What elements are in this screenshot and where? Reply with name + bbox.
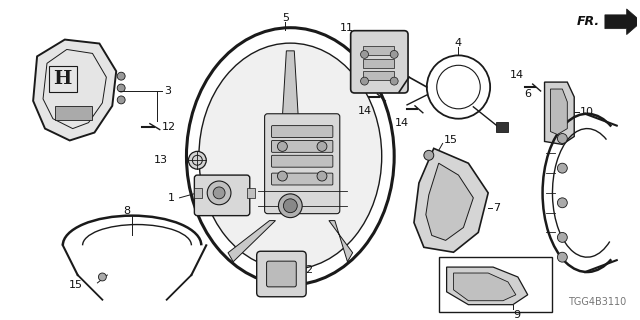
Bar — [247, 188, 255, 198]
Circle shape — [284, 199, 297, 213]
Circle shape — [390, 51, 398, 58]
Text: 6: 6 — [524, 89, 531, 99]
Polygon shape — [447, 267, 528, 305]
Circle shape — [317, 171, 327, 181]
Text: TGG4B3110: TGG4B3110 — [568, 297, 627, 307]
Polygon shape — [228, 220, 275, 262]
Polygon shape — [414, 148, 488, 252]
Circle shape — [317, 141, 327, 151]
Circle shape — [278, 194, 302, 218]
Bar — [49, 66, 77, 92]
Text: 14: 14 — [395, 118, 409, 128]
Text: 15: 15 — [68, 280, 83, 290]
Text: FR.: FR. — [577, 15, 600, 28]
FancyBboxPatch shape — [195, 175, 250, 216]
Polygon shape — [550, 89, 567, 134]
Circle shape — [188, 151, 206, 169]
Text: 5: 5 — [282, 13, 289, 23]
Bar — [496, 122, 508, 132]
Circle shape — [557, 133, 567, 143]
Bar — [55, 106, 93, 120]
FancyBboxPatch shape — [271, 155, 333, 167]
Text: 15: 15 — [444, 135, 458, 146]
Text: H: H — [54, 70, 72, 88]
Circle shape — [207, 181, 231, 205]
Circle shape — [557, 198, 567, 208]
Circle shape — [117, 96, 125, 104]
Text: 7: 7 — [493, 203, 500, 213]
Text: 10: 10 — [580, 107, 594, 117]
Polygon shape — [545, 82, 574, 144]
Text: 2: 2 — [305, 265, 312, 275]
Circle shape — [213, 187, 225, 199]
Bar — [362, 59, 394, 68]
Circle shape — [360, 77, 369, 85]
Bar — [438, 257, 552, 312]
Circle shape — [99, 273, 106, 281]
Text: 14: 14 — [510, 70, 524, 80]
Polygon shape — [454, 273, 516, 301]
Text: 3: 3 — [164, 86, 171, 96]
Polygon shape — [282, 51, 298, 117]
Text: 14: 14 — [358, 106, 372, 116]
Circle shape — [557, 163, 567, 173]
Text: 1: 1 — [168, 193, 175, 203]
Polygon shape — [33, 40, 116, 140]
Text: 8: 8 — [124, 206, 131, 216]
Polygon shape — [426, 163, 474, 240]
Text: 12: 12 — [162, 122, 176, 132]
Text: 9: 9 — [513, 309, 520, 320]
Circle shape — [557, 252, 567, 262]
Text: 13: 13 — [154, 155, 168, 165]
FancyBboxPatch shape — [257, 251, 306, 297]
FancyBboxPatch shape — [271, 173, 333, 185]
Circle shape — [557, 232, 567, 242]
FancyBboxPatch shape — [271, 126, 333, 138]
FancyBboxPatch shape — [267, 261, 296, 287]
Circle shape — [117, 84, 125, 92]
Text: 4: 4 — [455, 37, 462, 48]
Circle shape — [390, 77, 398, 85]
Circle shape — [278, 171, 287, 181]
Circle shape — [278, 141, 287, 151]
Circle shape — [424, 150, 434, 160]
Text: 11: 11 — [340, 23, 354, 33]
Circle shape — [360, 51, 369, 58]
Bar — [362, 46, 394, 55]
FancyBboxPatch shape — [271, 140, 333, 152]
Bar — [195, 188, 202, 198]
Circle shape — [117, 72, 125, 80]
Ellipse shape — [199, 43, 381, 269]
Polygon shape — [605, 9, 640, 35]
FancyBboxPatch shape — [264, 114, 340, 214]
Bar — [362, 71, 394, 80]
FancyBboxPatch shape — [351, 31, 408, 93]
Polygon shape — [329, 220, 353, 262]
